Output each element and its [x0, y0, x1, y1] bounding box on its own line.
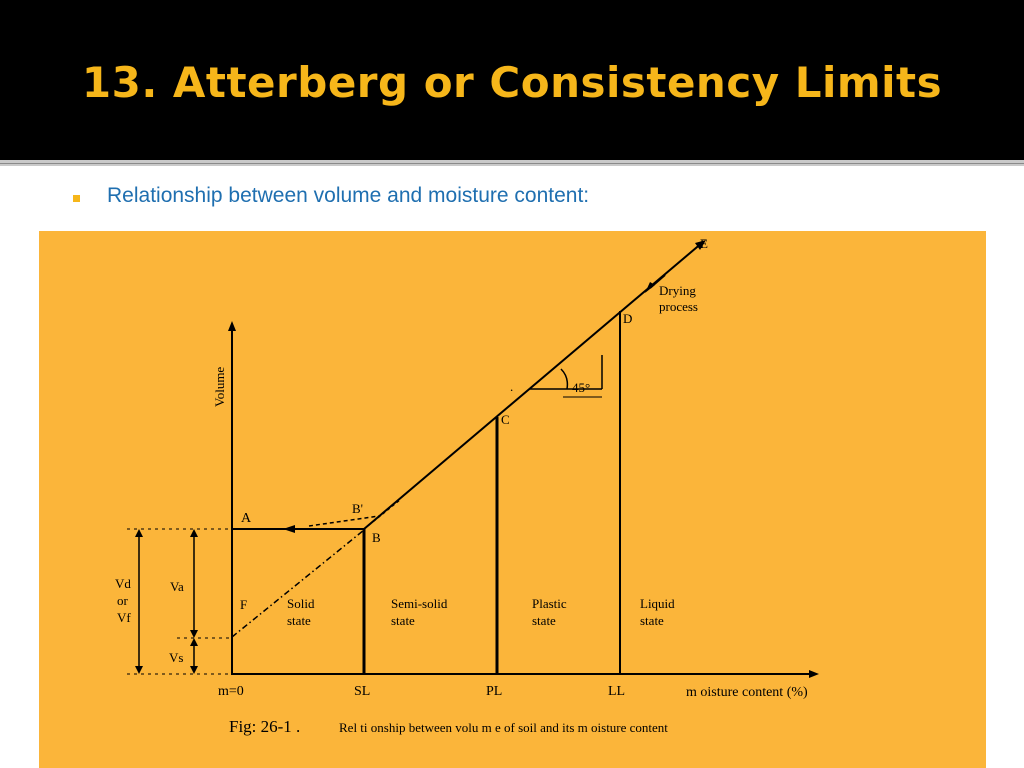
bullet-text: Relationship between volume and moisture…	[107, 184, 589, 208]
figure-caption-prefix: Fig: 26-1 .	[229, 717, 300, 736]
x-tick-m0: m=0	[218, 684, 244, 699]
dim-vf-label: Vf	[117, 610, 131, 625]
solid-state-label-1: Solid	[287, 596, 315, 611]
drying-label-1: Drying	[659, 283, 696, 298]
point-b-label: B	[372, 530, 381, 545]
semisolid-state-label-2: state	[391, 613, 415, 628]
dim-or-label: or	[117, 593, 129, 608]
dim-vs-label: Vs	[169, 650, 183, 665]
point-c-label: C	[501, 412, 510, 427]
point-e-label: E	[700, 236, 708, 251]
dim-va-label: Va	[170, 579, 184, 594]
plastic-state-label-1: Plastic	[532, 596, 567, 611]
angle-dot: .	[510, 379, 513, 394]
y-axis-label: Volume	[212, 367, 227, 407]
bullet-marker-icon	[73, 195, 80, 202]
solid-state-label-2: state	[287, 613, 311, 628]
figure-caption-text: Rel ti onship between volu m e of soil a…	[339, 720, 668, 735]
x-tick-ll: LL	[608, 684, 625, 699]
dim-vd-label: Vd	[115, 576, 131, 591]
slide-title: 13. Atterberg or Consistency Limits	[0, 58, 1024, 107]
plastic-state-label-2: state	[532, 613, 556, 628]
x-tick-pl: PL	[486, 684, 502, 699]
semisolid-state-label-1: Semi-solid	[391, 596, 448, 611]
volume-moisture-diagram: Volume m oisture content (%) m=0 SL PL L…	[39, 231, 986, 768]
liquid-state-label-2: state	[640, 613, 664, 628]
x-tick-sl: SL	[354, 684, 370, 699]
point-bprime-label: B'	[352, 501, 363, 516]
point-f-label: F	[240, 597, 247, 612]
angle-label: 45°	[572, 380, 590, 395]
figure-background	[39, 231, 986, 768]
point-d-label: D	[623, 311, 632, 326]
x-axis-label: m oisture content (%)	[686, 685, 808, 700]
point-a-label: A	[241, 511, 252, 526]
drying-label-2: process	[659, 299, 698, 314]
title-divider-line	[0, 163, 1024, 164]
liquid-state-label-1: Liquid	[640, 596, 675, 611]
